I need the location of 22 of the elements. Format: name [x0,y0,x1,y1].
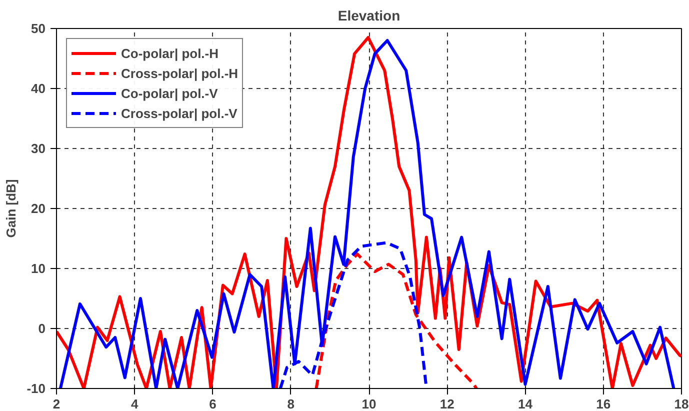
legend-label: Cross-polar| pol.-V [121,106,238,120]
legend-label: Co-polar| pol.-H [121,46,219,60]
y-tick-label: 50 [31,21,46,36]
legend-label: Cross-polar| pol.-H [121,66,238,80]
x-tick-label: 4 [131,396,140,411]
x-tick-label: 16 [596,396,611,411]
y-tick-label: 30 [31,141,46,156]
y-tick-label: 40 [31,81,46,96]
x-tick-label: 12 [440,396,454,411]
y-tick-label: 0 [38,321,46,336]
x-tick-label: 18 [674,396,689,411]
y-axis-title: Gain [dB] [4,179,19,238]
y-tick-label: 20 [31,201,46,216]
y-tick-label: 10 [31,261,46,276]
x-tick-label: 2 [52,396,60,411]
legend-label: Co-polar| pol.-V [121,86,218,100]
x-tick-label: 14 [518,396,534,411]
x-tick-label: 8 [287,396,294,411]
x-tick-label: 10 [362,396,376,411]
chart-title: Elevation [338,8,400,24]
y-tick-label: -10 [26,381,46,396]
x-tick-label: 6 [209,396,216,411]
